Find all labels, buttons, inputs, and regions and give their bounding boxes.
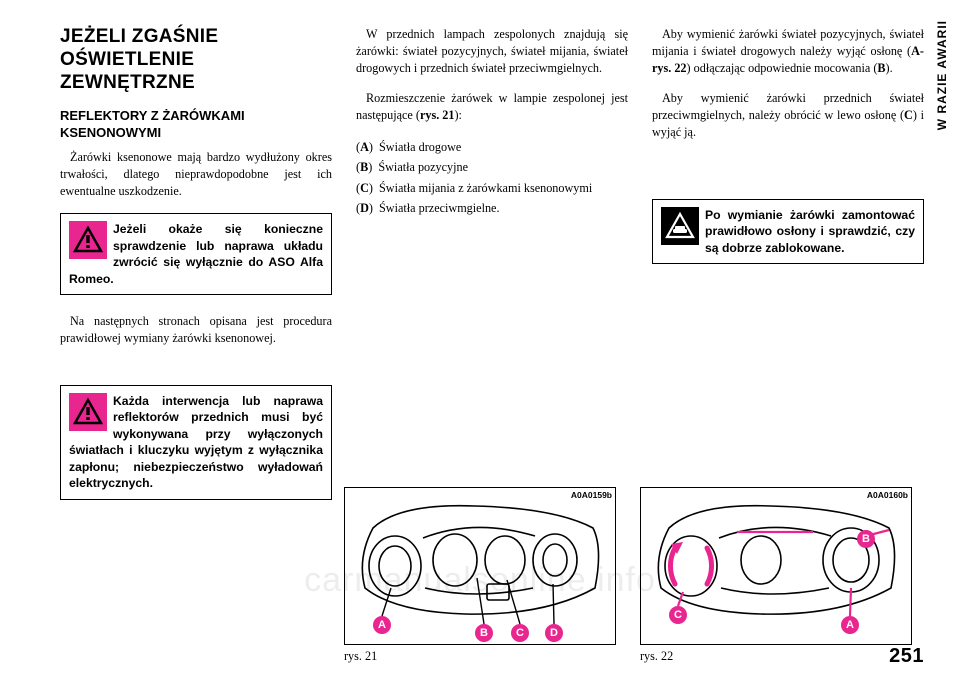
list-item: (C) Światła mijania z żarówkami ksenonow… <box>356 179 628 197</box>
label-dot-c: C <box>511 624 529 642</box>
label-dot-a: A <box>373 616 391 634</box>
label-dot-b: B <box>857 530 875 548</box>
figure-code: A0A0159b <box>571 490 612 500</box>
warning-box: Jeżeli okaże się konieczne sprawdzenie l… <box>60 213 332 295</box>
page-number: 251 <box>889 645 924 668</box>
list-item: (A) Światła drogowe <box>356 138 628 156</box>
heading-1: JEŻELI ZGAŚNIE OŚWIETLENIE ZEWNĘTRZNE <box>60 26 332 94</box>
warning-icon <box>69 393 107 431</box>
label-dot-a: A <box>841 616 859 634</box>
note-box: Po wymianie żarówki zamontować prawidłow… <box>652 199 924 264</box>
section-tab: W RAZIE AWARII <box>934 20 950 658</box>
section-tab-label: W RAZIE AWARII <box>935 20 949 130</box>
list-item: (D) Światła przeciwmgielne. <box>356 199 628 217</box>
warning-icon <box>69 221 107 259</box>
figure-21: A0A0159b <box>344 487 616 664</box>
figure-caption: rys. 21 <box>344 649 616 664</box>
paragraph: Na następnych stronach opisana jest proc… <box>60 313 332 347</box>
paragraph: W przednich lampach zespolonych znajdują… <box>356 26 628 76</box>
warning-text: Jeżeli okaże się konieczne sprawdzenie l… <box>69 222 323 285</box>
manual-page: W RAZIE AWARII JEŻELI ZGAŚNIE OŚWIETLENI… <box>0 0 960 678</box>
bulb-list: (A) Światła drogowe (B) Światła pozycyjn… <box>356 138 628 217</box>
paragraph: Aby wymienić żarówki przednich świateł p… <box>652 90 924 140</box>
figure-caption: rys. 22 <box>640 649 912 664</box>
heading-2: REFLEKTORY Z ŻARÓWKAMI KSENONOWYMI <box>60 108 332 141</box>
columns: JEŻELI ZGAŚNIE OŚWIETLENIE ZEWNĘTRZNE RE… <box>60 26 924 518</box>
warning-text: Każda interwencja lub naprawa reflektoró… <box>69 394 323 490</box>
note-text: Po wymianie żarówki zamontować prawidłow… <box>705 208 915 255</box>
paragraph: Żarówki ksenonowe mają bardzo wydłużony … <box>60 149 332 199</box>
figure-frame: A0A0160b <box>640 487 912 645</box>
car-icon <box>661 207 699 245</box>
figure-frame: A0A0159b <box>344 487 616 645</box>
column-3: Aby wymienić żarówki świateł pozycyjnych… <box>652 26 924 518</box>
paragraph: Aby wymienić żarówki świateł pozycyjnych… <box>652 26 924 76</box>
warning-box: Każda interwencja lub naprawa reflektoró… <box>60 385 332 500</box>
list-item: (B) Światła pozycyjne <box>356 158 628 176</box>
figure-code: A0A0160b <box>867 490 908 500</box>
figure-row: A0A0159b <box>344 487 912 664</box>
figure-22: A0A0160b <box>640 487 912 664</box>
label-dot-b: B <box>475 624 493 642</box>
label-dot-d: D <box>545 624 563 642</box>
paragraph: Rozmieszczenie żarówek w lampie zespolon… <box>356 90 628 124</box>
column-1: JEŻELI ZGAŚNIE OŚWIETLENIE ZEWNĘTRZNE RE… <box>60 26 332 518</box>
column-2: W przednich lampach zespolonych znajdują… <box>356 26 628 518</box>
label-dot-c: C <box>669 606 687 624</box>
